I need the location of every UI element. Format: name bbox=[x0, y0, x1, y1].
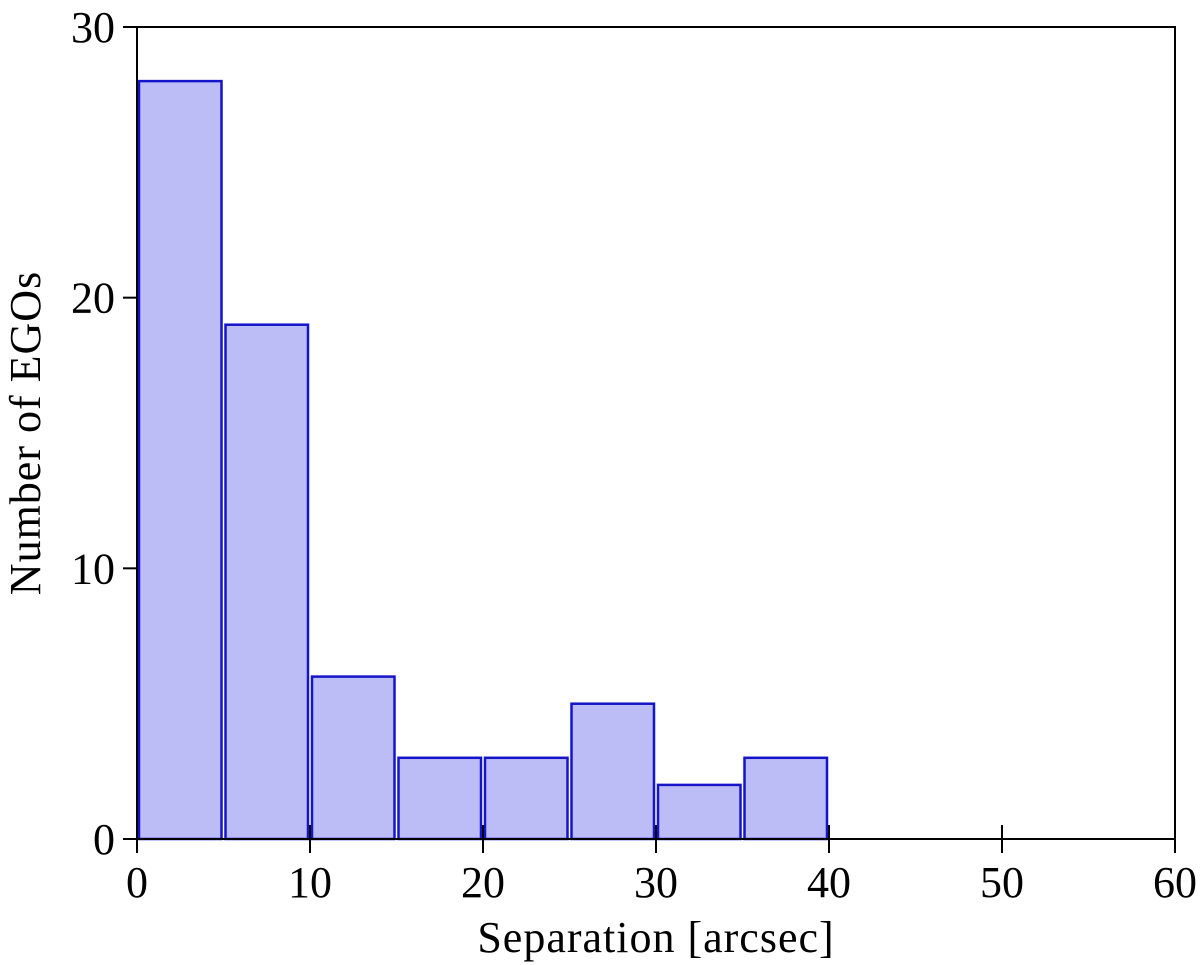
x-tick-label: 10 bbox=[288, 858, 332, 907]
y-axis-title: Number of EGOs bbox=[1, 271, 50, 595]
histogram-bar bbox=[743, 756, 829, 841]
bars-layer bbox=[137, 79, 829, 841]
histogram-bar bbox=[224, 323, 310, 841]
histogram-bar bbox=[310, 675, 396, 841]
x-tick-label: 0 bbox=[126, 858, 148, 907]
histogram-bar bbox=[397, 756, 483, 841]
x-tick-label: 30 bbox=[634, 858, 678, 907]
histogram-bar bbox=[570, 702, 656, 841]
y-axis: 0 10 20 30 bbox=[71, 3, 137, 864]
histogram-bar bbox=[483, 756, 569, 841]
y-tick-label: 20 bbox=[71, 274, 115, 323]
y-tick-label: 0 bbox=[93, 815, 115, 864]
x-axis-title: Separation [arcsec] bbox=[477, 913, 834, 962]
x-tick-label: 40 bbox=[807, 858, 851, 907]
x-tick-label: 60 bbox=[1153, 858, 1197, 907]
y-tick-label: 30 bbox=[71, 3, 115, 52]
histogram-bar bbox=[137, 79, 223, 841]
x-tick-label: 20 bbox=[461, 858, 505, 907]
histogram-bar bbox=[656, 783, 742, 841]
x-axis: 0 10 20 30 40 50 60 bbox=[126, 825, 1197, 907]
x-tick-label: 50 bbox=[980, 858, 1024, 907]
y-tick-label: 10 bbox=[71, 544, 115, 593]
